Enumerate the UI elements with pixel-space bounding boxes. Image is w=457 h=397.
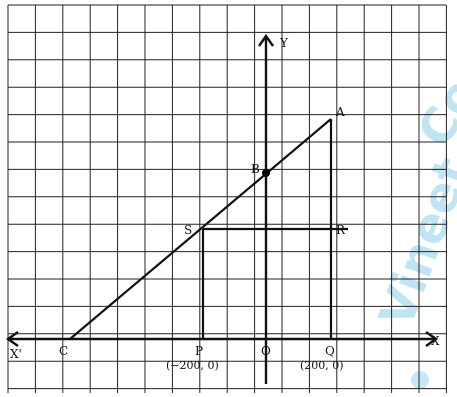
point-label-p: P bbox=[195, 344, 203, 358]
point-label-r: R bbox=[336, 223, 346, 237]
axis-label-x: X bbox=[431, 334, 440, 348]
point-label-o: O bbox=[261, 344, 271, 358]
line-ca bbox=[69, 118, 332, 340]
point-label-b: B bbox=[251, 162, 260, 176]
watermark-text-co: Co bbox=[407, 69, 457, 156]
point-label-q: Q bbox=[325, 344, 335, 358]
watermark: Vineet Co bbox=[369, 69, 457, 389]
x-axis-arrow-right bbox=[425, 331, 439, 347]
axis-label-y: Y bbox=[279, 36, 289, 50]
y-axis-arrow-up bbox=[258, 33, 274, 47]
point-label-c: C bbox=[59, 344, 68, 358]
grid bbox=[7, 4, 447, 393]
point-b-marker bbox=[262, 169, 270, 177]
point-label-s: S bbox=[184, 223, 192, 237]
x-axis-arrow-left bbox=[5, 331, 19, 347]
watermark-star bbox=[411, 371, 429, 389]
construction-lines bbox=[69, 118, 348, 340]
point-label-a: A bbox=[335, 105, 345, 119]
axes bbox=[5, 33, 439, 384]
coord-label-q: (200, 0) bbox=[300, 359, 344, 372]
coord-label-p: (−200, 0) bbox=[166, 359, 219, 372]
axis-label-x-prime: X' bbox=[10, 347, 22, 361]
